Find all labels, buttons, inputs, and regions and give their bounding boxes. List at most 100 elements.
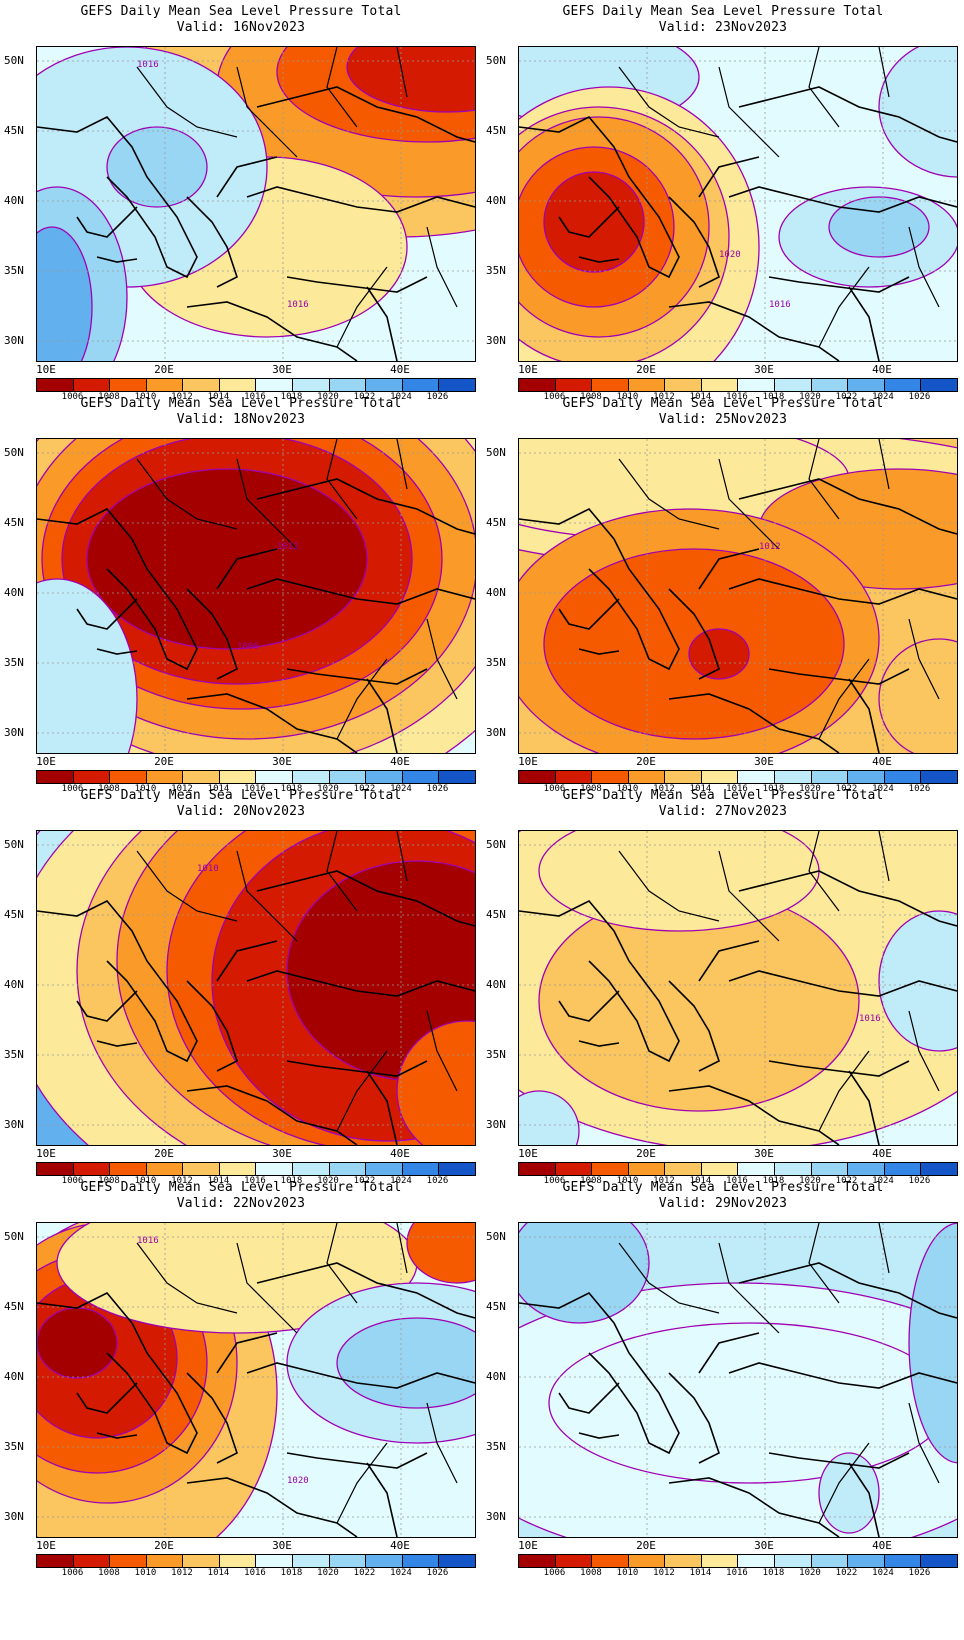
colorbar-swatch — [438, 1555, 475, 1567]
colorbar-label: 1012 — [653, 1176, 675, 1186]
colorbar-label: 1012 — [171, 784, 193, 794]
colorbar-swatch — [883, 771, 921, 783]
colorbar-label: 1020 — [317, 784, 339, 794]
colorbar-swatch — [401, 1163, 439, 1175]
latitude-label: 35N — [486, 656, 506, 669]
coastline — [37, 1262, 475, 1537]
colorbar-swatch — [847, 771, 884, 783]
colorbar-label: 1022 — [835, 1568, 858, 1578]
colorbar — [36, 1162, 476, 1176]
colorbar-swatch — [292, 379, 329, 391]
map-area: 1016 — [518, 830, 958, 1146]
longitude-label: 40E — [390, 363, 410, 376]
colorbar-swatch — [664, 1555, 701, 1567]
longitude-label: 10E — [36, 1147, 56, 1160]
latitude-label: 50N — [4, 54, 24, 67]
colorbar-swatch — [664, 1163, 701, 1175]
colorbar-label: 1012 — [171, 1568, 193, 1578]
colorbar-swatch — [737, 1163, 775, 1175]
colorbar-swatch — [328, 771, 366, 783]
colorbar-swatch — [554, 1163, 592, 1175]
latitude-label: 40N — [486, 586, 506, 599]
longitude-label: 20E — [636, 1147, 656, 1160]
map-area: 1016 1020 — [518, 46, 958, 362]
colorbar-label: 1010 — [616, 1176, 639, 1186]
latitude-label: 30N — [486, 1510, 506, 1523]
latitude-label: 40N — [486, 194, 506, 207]
longitude-label: 20E — [154, 1147, 174, 1160]
colorbar-label: 1020 — [799, 1176, 821, 1186]
colorbar-swatch — [554, 771, 592, 783]
colorbar-label: 1006 — [61, 784, 84, 794]
colorbar-label: 1020 — [317, 392, 339, 402]
longitude-label: 10E — [518, 1147, 538, 1160]
country-borders — [136, 47, 458, 348]
colorbar-swatch — [438, 771, 475, 783]
longitude-label: 10E — [36, 1539, 56, 1552]
map-panel-22nov: GEFS Daily Mean Sea Level Pressure Total… — [0, 1176, 482, 1586]
map-panel-27nov: GEFS Daily Mean Sea Level Pressure Total… — [482, 784, 964, 1194]
latitude-label: 30N — [4, 1118, 24, 1131]
panel-title: GEFS Daily Mean Sea Level Pressure Total — [562, 1180, 884, 1195]
longitude-label: 20E — [154, 755, 174, 768]
colorbar-label: 1008 — [580, 392, 602, 402]
contour-label: 1016 — [769, 300, 791, 310]
colorbar-label: 1010 — [616, 392, 639, 402]
colorbar-label: 1006 — [61, 392, 84, 402]
colorbar-swatch — [627, 771, 665, 783]
colorbar-swatch — [737, 1555, 775, 1567]
longitude-label: 40E — [872, 1147, 892, 1160]
colorbar-label: 1014 — [689, 1176, 712, 1186]
colorbar-swatch — [774, 771, 811, 783]
colorbar-label: 1026 — [426, 784, 449, 794]
coastline — [519, 870, 957, 1145]
panel-title: GEFS Daily Mean Sea Level Pressure Total — [80, 788, 402, 803]
colorbar — [518, 1554, 958, 1568]
map-area: 1006 1012 — [36, 438, 476, 754]
colorbar-label: 1022 — [353, 1176, 376, 1186]
colorbar-label: 1008 — [98, 1568, 120, 1578]
colorbar-label: 1014 — [207, 1176, 230, 1186]
map-panel-25nov: GEFS Daily Mean Sea Level Pressure Total… — [482, 392, 964, 802]
contour-label: 1016 — [859, 1014, 881, 1024]
colorbar-label: 1016 — [726, 784, 748, 794]
colorbar-label: 1014 — [689, 1568, 712, 1578]
longitude-label: 20E — [636, 363, 656, 376]
longitude-label: 40E — [872, 755, 892, 768]
latitude-label: 40N — [4, 194, 24, 207]
colorbar — [36, 378, 476, 392]
latitude-label: 50N — [486, 838, 506, 851]
colorbar-swatch — [591, 1555, 628, 1567]
colorbar-label: 1022 — [835, 1176, 858, 1186]
colorbar — [36, 1554, 476, 1568]
panel-title: GEFS Daily Mean Sea Level Pressure Total — [562, 4, 884, 19]
colorbar-label: 1026 — [426, 1176, 449, 1186]
coastline — [37, 478, 475, 753]
colorbar-swatch — [920, 1163, 957, 1175]
contour-label: 1020 — [287, 1476, 309, 1486]
colorbar-label: 1026 — [426, 1568, 449, 1578]
colorbar-swatch — [218, 379, 256, 391]
latitude-label: 50N — [486, 54, 506, 67]
country-borders — [618, 1223, 940, 1524]
colorbar-label: 1006 — [543, 392, 566, 402]
latitude-label: 35N — [486, 264, 506, 277]
longitude-label: 10E — [518, 363, 538, 376]
map-area — [518, 1222, 958, 1538]
colorbar-swatch — [664, 379, 701, 391]
colorbar-label: 1024 — [390, 784, 412, 794]
latitude-label: 45N — [4, 1300, 24, 1313]
colorbar-label: 1024 — [872, 784, 894, 794]
latitude-label: 30N — [4, 334, 24, 347]
colorbar-label: 1022 — [353, 1568, 376, 1578]
colorbar-label: 1014 — [207, 1568, 230, 1578]
colorbar-label: 1024 — [872, 1176, 894, 1186]
longitude-label: 30E — [754, 1147, 774, 1160]
latitude-label: 50N — [486, 446, 506, 459]
latitude-label: 30N — [4, 1510, 24, 1523]
latitude-label: 45N — [486, 908, 506, 921]
latitude-label: 35N — [4, 656, 24, 669]
colorbar-swatch — [627, 1163, 665, 1175]
colorbar-swatch — [182, 1555, 219, 1567]
longitude-label: 40E — [872, 363, 892, 376]
